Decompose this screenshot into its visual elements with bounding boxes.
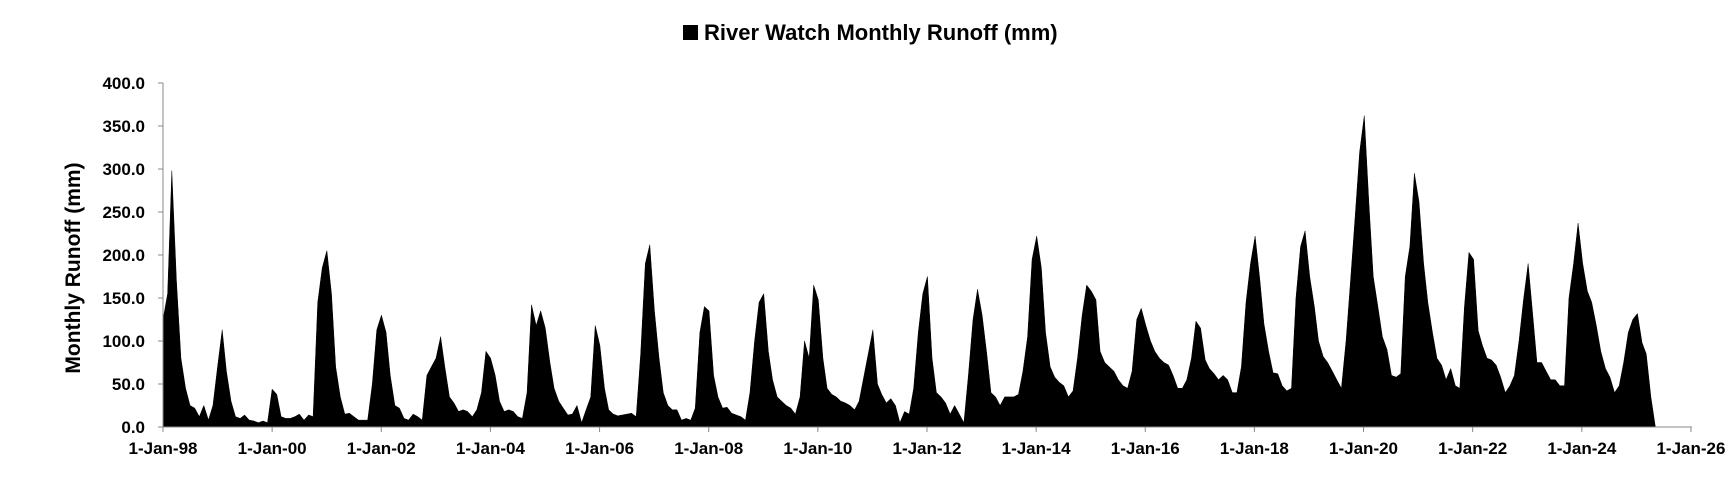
x-tick-label: 1-Jan-04 xyxy=(456,439,526,458)
x-tick-label: 1-Jan-00 xyxy=(238,439,307,458)
y-tick-label: 150.0 xyxy=(102,289,145,308)
x-tick-label: 1-Jan-12 xyxy=(892,439,961,458)
y-tick-label: 200.0 xyxy=(102,246,145,265)
x-tick-label: 1-Jan-06 xyxy=(565,439,634,458)
y-axis-title: Monthly Runoff (mm) xyxy=(62,162,85,373)
series-area-0 xyxy=(162,115,1656,428)
y-tick-label: 50.0 xyxy=(112,375,145,394)
plot-area xyxy=(162,115,1656,428)
x-tick-label: 1-Jan-16 xyxy=(1111,439,1180,458)
y-axis: 0.0 50.0 100.0 150.0 200.0 250.0 300.0 350.0 400… xyxy=(102,74,164,437)
x-tick-label: 1-Jan-20 xyxy=(1329,439,1398,458)
x-tick-label: 1-Jan-02 xyxy=(347,439,416,458)
legend-label: River Watch Monthly Runoff (mm) xyxy=(704,20,1058,45)
y-tick-label: 300.0 xyxy=(102,160,145,179)
x-tick-label: 1-Jan-10 xyxy=(783,439,852,458)
legend-swatch xyxy=(683,25,698,40)
x-tick-label: 1-Jan-26 xyxy=(1656,439,1725,458)
y-tick-label: 250.0 xyxy=(102,203,145,222)
x-tick-label: 1-Jan-22 xyxy=(1438,439,1507,458)
x-tick-label: 1-Jan-14 xyxy=(1002,439,1072,458)
y-tick-label: 350.0 xyxy=(102,117,145,136)
x-tick-label: 1-Jan-24 xyxy=(1547,439,1617,458)
x-tick-label: 1-Jan-98 xyxy=(129,439,198,458)
x-tick-label: 1-Jan-08 xyxy=(674,439,743,458)
legend: River Watch Monthly Runoff (mm) xyxy=(683,20,1058,45)
y-tick-label: 0.0 xyxy=(121,418,145,437)
x-axis: 1-Jan-98 1-Jan-00 1-Jan-02 1-Jan-04 1-Jan-06… xyxy=(129,426,1725,458)
x-tick-label: 1-Jan-18 xyxy=(1220,439,1289,458)
y-tick-label: 100.0 xyxy=(102,332,145,351)
y-tick-label: 400.0 xyxy=(102,74,145,93)
